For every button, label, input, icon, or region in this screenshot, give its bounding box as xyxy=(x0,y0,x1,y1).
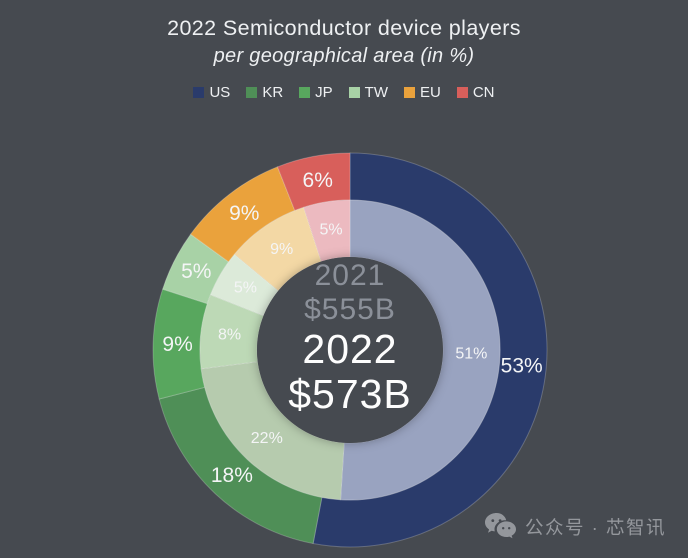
label-2021-cn: 5% xyxy=(319,222,342,239)
legend-swatch-eu xyxy=(404,87,415,98)
label-2022-tw: 5% xyxy=(181,260,211,283)
legend-item-kr: KR xyxy=(246,84,283,101)
legend-item-eu: EU xyxy=(404,84,441,101)
center-prev-value: $555B xyxy=(304,293,396,326)
legend-swatch-jp xyxy=(299,87,311,98)
legend-label-kr: KR xyxy=(262,84,284,101)
legend-item-tw: TW xyxy=(348,84,388,101)
legend-label-tw: TW xyxy=(364,84,388,101)
legend-item-jp: JP xyxy=(299,84,333,101)
legend-label-eu: EU xyxy=(420,84,441,101)
label-2022-eu: 9% xyxy=(229,202,259,225)
center-label: 2021 $555B 2022 $573B xyxy=(230,259,470,417)
legend-item-cn: CN xyxy=(456,84,495,101)
donut-hole xyxy=(257,257,443,443)
legend-item-us: US xyxy=(193,84,230,101)
label-2022-cn: 6% xyxy=(303,169,333,192)
label-2022-kr: 18% xyxy=(211,464,253,487)
legend-swatch-kr xyxy=(246,87,258,98)
center-prev-year: 2021 xyxy=(314,259,386,292)
legend-swatch-tw xyxy=(348,87,360,98)
label-2021-kr: 22% xyxy=(251,430,283,447)
label-2021-jp: 8% xyxy=(218,326,241,343)
center-curr-year: 2022 xyxy=(302,326,398,372)
watermark-text: 公众号 · 芯智讯 xyxy=(525,516,666,538)
legend-swatch-cn xyxy=(456,87,468,98)
center-curr-value: $573B xyxy=(288,371,412,417)
label-2022-us: 53% xyxy=(501,355,543,378)
label-2022-jp: 9% xyxy=(162,333,192,356)
chart-subtitle: per geographical area (in %) xyxy=(213,45,475,67)
legend: US KR JP TW EU CN xyxy=(0,84,688,101)
legend-label-cn: CN xyxy=(472,84,495,101)
label-2021-us: 51% xyxy=(455,345,487,362)
label-2021-eu: 9% xyxy=(270,241,293,258)
label-2021-tw: 5% xyxy=(234,280,257,297)
legend-label-jp: JP xyxy=(315,84,333,101)
chart-title: 2022 Semiconductor device players xyxy=(167,16,521,40)
legend-label-us: US xyxy=(209,84,231,101)
watermark: 公众号 · 芯智讯 xyxy=(485,513,666,540)
wechat-icon xyxy=(485,513,517,540)
legend-swatch-us xyxy=(193,87,205,98)
